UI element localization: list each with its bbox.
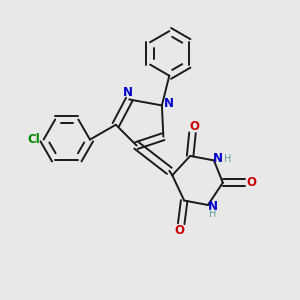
Text: N: N (207, 200, 218, 213)
Text: O: O (189, 120, 199, 133)
Text: H: H (209, 209, 216, 219)
Text: N: N (164, 98, 174, 110)
Text: O: O (175, 224, 185, 237)
Text: H: H (224, 154, 231, 164)
Text: Cl: Cl (28, 133, 40, 146)
Text: N: N (123, 86, 133, 99)
Text: O: O (247, 176, 256, 189)
Text: N: N (213, 152, 224, 165)
